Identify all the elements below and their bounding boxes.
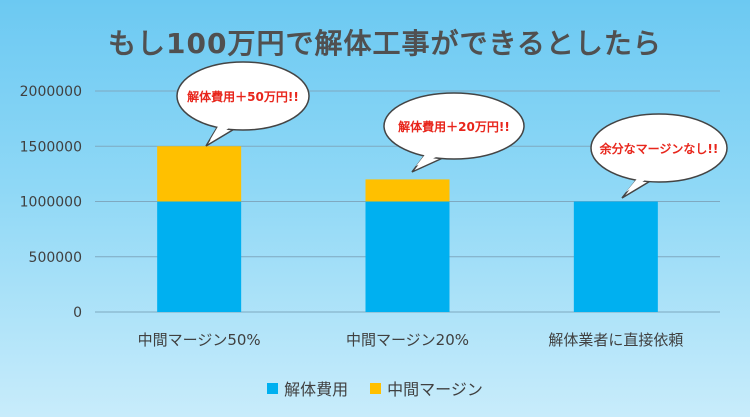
callout-bubble: 解体費用＋20万円!! [383, 92, 525, 173]
bar-cost [157, 201, 242, 312]
bar-margin [157, 146, 242, 202]
y-tick-label: 1000000 [20, 195, 82, 211]
category-label: 解体業者に直接依頼 [548, 331, 683, 349]
legend-item-margin: 中間マージン [370, 376, 483, 400]
callout-ellipse [590, 113, 728, 183]
callout-ellipse [383, 92, 525, 160]
callout-text: 解体費用＋50万円!! [187, 89, 299, 104]
y-tick-label: 0 [73, 305, 82, 321]
y-tick-label: 1500000 [20, 139, 82, 155]
category-label: 中間マージン50% [138, 331, 261, 349]
legend-label-margin: 中間マージン [387, 380, 483, 399]
chart-title: もし100万円で解体工事ができるとしたら [108, 27, 662, 60]
y-tick-label: 500000 [29, 250, 82, 266]
callout-bubble: 解体費用＋50万円!! [176, 61, 310, 147]
callout-bubble: 余分なマージンなし!! [590, 113, 728, 199]
bar-cost [573, 201, 658, 312]
legend: 解体費用 中間マージン [0, 376, 750, 400]
legend-item-cost: 解体費用 [267, 376, 348, 400]
bar-cost [365, 201, 450, 312]
callout-text: 解体費用＋20万円!! [398, 119, 510, 134]
callout-ellipse [176, 61, 310, 131]
legend-swatch-cost [267, 382, 279, 394]
y-tick-label: 2000000 [20, 84, 82, 100]
bar-margin [365, 179, 450, 202]
callout-text: 余分なマージンなし!! [599, 141, 719, 156]
callout-tail-fill [210, 123, 234, 140]
legend-label-cost: 解体費用 [284, 380, 349, 399]
category-label: 中間マージン20% [346, 331, 469, 349]
callout-tail-fill [416, 152, 443, 166]
callout-tail-fill [626, 175, 650, 192]
legend-swatch-margin [370, 382, 382, 394]
